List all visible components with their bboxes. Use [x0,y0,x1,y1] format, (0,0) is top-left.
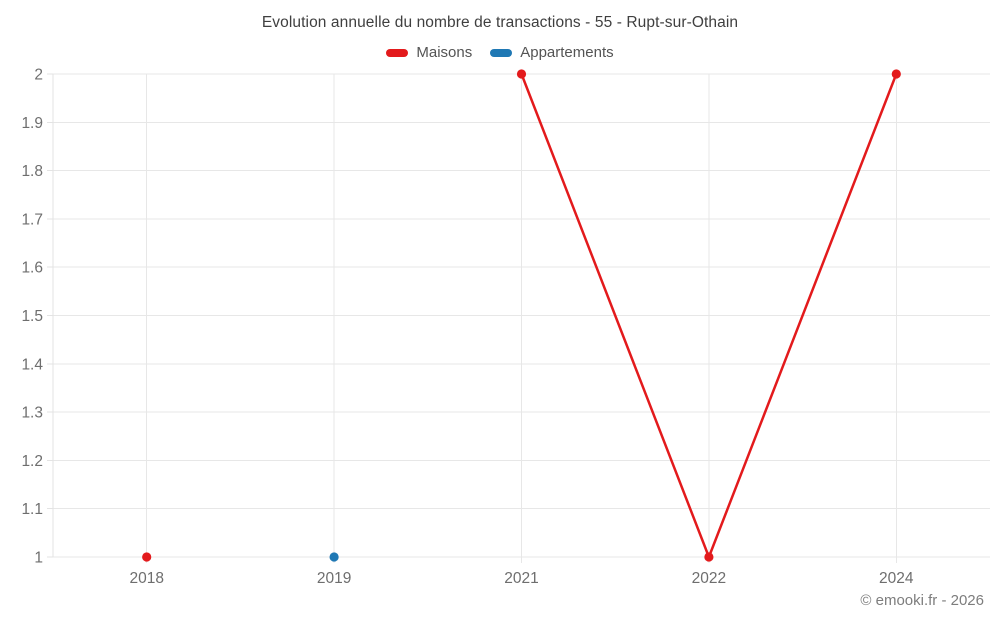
y-tick-label: 1.6 [21,260,43,277]
y-tick-label: 1.7 [21,211,43,228]
y-tick-label: 1.3 [21,405,43,422]
legend-swatch-appartements [490,48,513,57]
x-tick-label: 2021 [504,570,538,587]
data-point-maisons-2024[interactable] [891,69,901,79]
legend-item-appartements[interactable]: Appartements [490,44,614,61]
data-point-maisons-2021[interactable] [516,69,527,79]
y-tick-label: 1.9 [21,115,43,132]
legend-item-maisons[interactable]: Maisons [386,44,472,61]
legend-swatch-maisons [386,48,409,57]
legend: Maisons Appartements [0,44,1000,61]
y-tick-label: 1.8 [21,163,43,180]
footer-credit: © emooki.fr - 2026 [860,592,984,609]
y-tick-label: 1.5 [21,308,43,325]
data-point-maisons-2018[interactable] [142,552,152,562]
legend-label-maisons: Maisons [416,44,473,61]
x-tick-label: 2024 [879,570,914,587]
y-tick-label: 2 [34,67,43,84]
y-tick-label: 1.4 [21,356,43,373]
x-tick-label: 2018 [129,570,163,587]
chart-title: Evolution annuelle du nombre de transact… [261,14,739,31]
y-tick-label: 1.2 [21,453,43,470]
x-tick-label: 2022 [692,570,726,587]
y-tick-label: 1 [34,550,43,567]
data-point-maisons-2022[interactable] [704,552,714,562]
x-tick-label: 2019 [317,570,351,587]
data-point-appartements-2019[interactable] [329,552,339,562]
y-tick-label: 1.1 [21,501,43,518]
legend-label-appartements: Appartements [520,44,614,61]
